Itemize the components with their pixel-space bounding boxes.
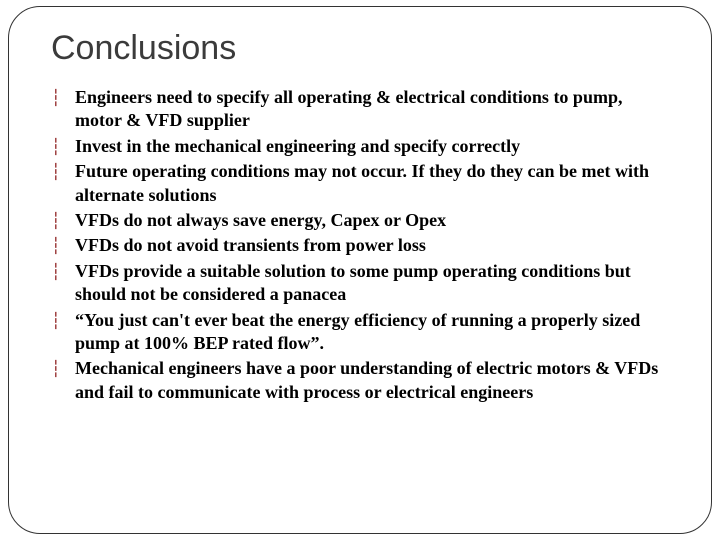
bullet-text: Future operating conditions may not occu… xyxy=(75,161,649,204)
bullet-text: “You just can't ever beat the energy eff… xyxy=(75,310,640,353)
bullet-icon: ┆ xyxy=(51,312,59,333)
list-item: ┆ Invest in the mechanical engineering a… xyxy=(51,135,669,158)
bullet-icon: ┆ xyxy=(51,360,59,381)
bullet-text: Invest in the mechanical engineering and… xyxy=(75,136,520,156)
bullet-icon: ┆ xyxy=(51,237,59,258)
bullet-icon: ┆ xyxy=(51,212,59,233)
bullet-icon: ┆ xyxy=(51,138,59,159)
bullet-text: Mechanical engineers have a poor underst… xyxy=(75,358,658,401)
bullet-text: VFDs do not always save energy, Capex or… xyxy=(75,210,446,230)
bullet-text: VFDs do not avoid transients from power … xyxy=(75,235,426,255)
list-item: ┆ VFDs do not always save energy, Capex … xyxy=(51,209,669,232)
bullet-text: Engineers need to specify all operating … xyxy=(75,87,622,130)
slide-title: Conclusions xyxy=(51,29,669,68)
list-item: ┆ Mechanical engineers have a poor under… xyxy=(51,357,669,404)
list-item: ┆ VFDs do not avoid transients from powe… xyxy=(51,234,669,257)
list-item: ┆ VFDs provide a suitable solution to so… xyxy=(51,260,669,307)
list-item: ┆ Engineers need to specify all operatin… xyxy=(51,86,669,133)
bullet-list: ┆ Engineers need to specify all operatin… xyxy=(51,86,669,404)
list-item: ┆ Future operating conditions may not oc… xyxy=(51,160,669,207)
bullet-text: VFDs provide a suitable solution to some… xyxy=(75,261,631,304)
bullet-icon: ┆ xyxy=(51,89,59,110)
bullet-icon: ┆ xyxy=(51,163,59,184)
slide-frame: Conclusions ┆ Engineers need to specify … xyxy=(8,6,712,534)
bullet-icon: ┆ xyxy=(51,263,59,284)
list-item: ┆ “You just can't ever beat the energy e… xyxy=(51,309,669,356)
